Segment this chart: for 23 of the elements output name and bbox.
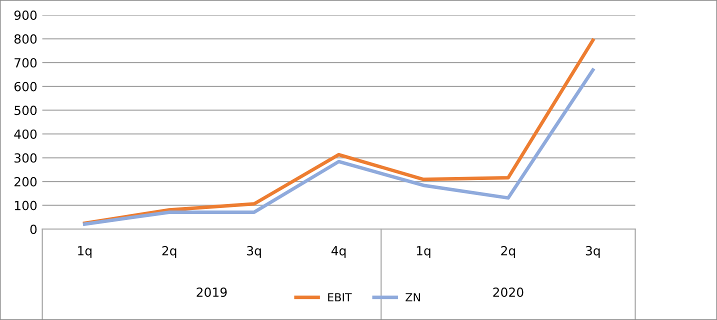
y-tick-label: 800 <box>14 34 37 44</box>
y-tick-label: 0 <box>30 224 37 234</box>
x-tick-label: 1q <box>78 246 92 258</box>
y-tick-label: 600 <box>14 82 37 92</box>
x-tick-label: 3q <box>586 246 600 258</box>
x-tick-label: 1q <box>416 246 430 258</box>
x-tick-label: 2q <box>501 246 516 258</box>
legend-label: ZN <box>406 293 420 302</box>
y-tick-label: 500 <box>14 106 37 116</box>
y-tick-label: 300 <box>14 153 37 163</box>
x-tick-label: 2q <box>162 246 176 258</box>
y-tick-label: 400 <box>14 129 37 139</box>
x-tick-label: 4q <box>331 246 346 258</box>
y-tick-label: 900 <box>14 10 37 20</box>
legend-label: EBIT <box>328 293 352 302</box>
line-series <box>82 68 595 226</box>
y-tick-label: 700 <box>14 58 37 68</box>
line-series <box>82 38 595 225</box>
x-tick-label: 3q <box>247 246 261 258</box>
y-tick-label: 100 <box>14 200 37 210</box>
text: 2019 <box>196 288 227 297</box>
text: 2020 <box>493 288 524 297</box>
y-tick-label: 200 <box>14 177 37 186</box>
